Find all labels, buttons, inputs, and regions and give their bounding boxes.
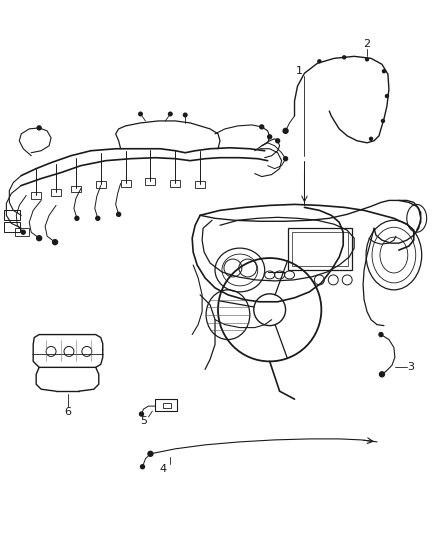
Circle shape [379,372,385,377]
Circle shape [379,333,383,336]
Circle shape [385,94,389,98]
Circle shape [148,451,153,456]
Circle shape [117,212,120,216]
Circle shape [366,58,368,61]
Bar [292,232,348,266]
Bar [4,222,20,232]
Bar [170,180,180,187]
Text: 3: 3 [407,362,414,373]
Bar [96,181,106,188]
Text: 1: 1 [296,66,303,76]
Circle shape [382,70,385,72]
Circle shape [381,119,385,123]
Circle shape [260,125,264,129]
Text: 6: 6 [64,407,71,417]
Circle shape [370,138,373,140]
Circle shape [21,230,25,234]
Circle shape [283,128,288,133]
Bar [71,185,81,192]
Circle shape [96,216,100,220]
Circle shape [37,236,42,241]
Bar [4,211,20,220]
Circle shape [276,139,279,143]
Circle shape [140,412,144,416]
Bar [31,192,41,199]
Text: 4: 4 [160,464,167,474]
Bar [155,399,177,411]
Circle shape [75,216,79,220]
Bar [195,181,205,188]
Bar [145,177,155,184]
Circle shape [37,126,41,130]
Circle shape [318,60,321,63]
Circle shape [283,157,288,160]
Circle shape [184,113,187,117]
Bar [288,228,352,270]
Circle shape [141,465,145,469]
Bar [163,403,171,408]
Bar [15,228,29,236]
Text: 5: 5 [140,416,147,426]
Circle shape [169,112,172,116]
Circle shape [268,135,272,139]
Circle shape [139,112,142,116]
Bar [51,190,61,197]
Bar [120,180,131,187]
Circle shape [343,56,346,59]
Circle shape [53,240,57,245]
Text: 2: 2 [364,39,371,50]
